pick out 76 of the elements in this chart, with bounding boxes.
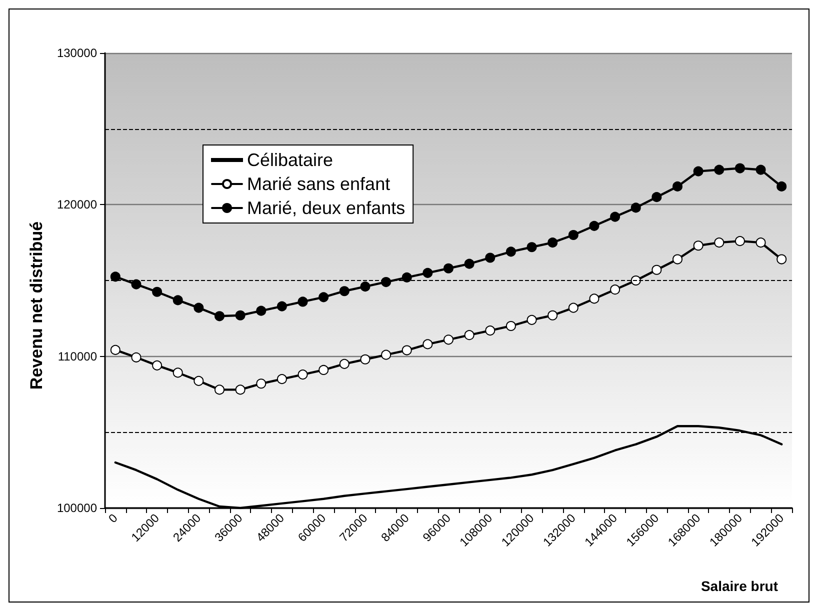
point — [652, 192, 662, 202]
point — [360, 354, 370, 364]
point — [152, 286, 162, 297]
point — [318, 364, 329, 375]
point — [402, 345, 412, 356]
y-axis-title: Revenu net distribué — [27, 221, 46, 390]
point — [110, 272, 120, 282]
point — [194, 302, 204, 313]
point — [276, 301, 287, 312]
point — [464, 330, 474, 340]
y-tick-label: 120000 — [56, 198, 98, 212]
point — [714, 238, 724, 248]
y-tick-label: 130000 — [56, 46, 98, 60]
y-tick-label: 110000 — [58, 349, 98, 364]
point — [298, 296, 308, 307]
point — [318, 292, 329, 302]
point — [235, 310, 246, 320]
point — [131, 352, 142, 362]
point — [339, 358, 350, 369]
point — [214, 311, 224, 322]
point — [422, 339, 433, 350]
point — [589, 220, 600, 231]
point — [756, 164, 766, 175]
point — [568, 230, 578, 240]
point — [756, 238, 766, 248]
point — [444, 334, 454, 345]
point — [131, 279, 142, 290]
point — [548, 310, 558, 320]
legend-label: Marié, deux enfants — [247, 198, 406, 218]
point — [152, 360, 162, 370]
x-tick-label: 0 — [106, 510, 121, 526]
point — [526, 314, 537, 325]
point — [776, 181, 787, 192]
point — [235, 384, 246, 395]
point — [194, 376, 204, 386]
legend-label: Célibataire — [247, 150, 334, 170]
point — [422, 268, 433, 278]
x-axis-title: Salaire brut — [700, 578, 778, 594]
point — [360, 282, 370, 292]
point — [652, 264, 662, 275]
point — [214, 384, 224, 395]
point — [776, 254, 787, 264]
point — [714, 164, 724, 175]
point — [693, 240, 704, 251]
point — [381, 350, 392, 360]
y-tick-label: 100000 — [56, 501, 98, 515]
point — [172, 368, 183, 378]
point — [485, 326, 496, 336]
point — [610, 284, 620, 295]
point — [630, 202, 641, 213]
point — [734, 163, 745, 174]
point — [339, 286, 350, 296]
point — [464, 258, 474, 269]
point — [630, 276, 641, 286]
point — [276, 374, 287, 384]
point — [672, 254, 682, 264]
point — [548, 238, 558, 248]
point — [110, 344, 120, 355]
point — [734, 236, 745, 246]
point — [589, 294, 600, 304]
point — [444, 263, 454, 274]
point — [506, 246, 516, 257]
point — [693, 166, 704, 176]
legend-label: Marié sans enfant — [247, 174, 390, 194]
point — [298, 370, 308, 380]
point — [381, 277, 392, 288]
point — [172, 295, 183, 306]
point — [672, 181, 682, 192]
point — [568, 302, 578, 313]
point — [526, 242, 537, 252]
point — [610, 212, 620, 222]
point — [402, 272, 412, 282]
point — [256, 378, 266, 389]
point — [485, 252, 496, 263]
point — [506, 321, 516, 331]
point — [256, 306, 266, 316]
